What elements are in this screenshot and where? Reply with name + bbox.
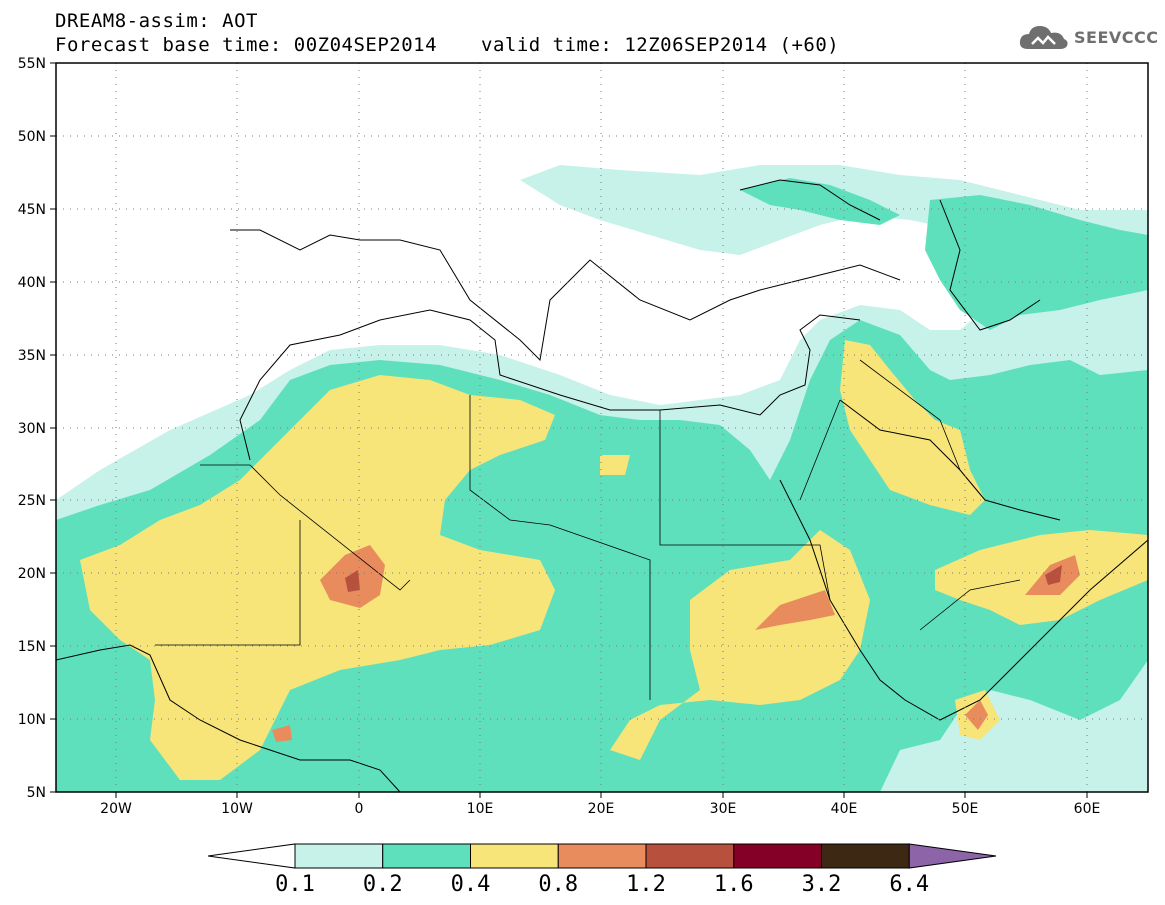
- borders: [155, 359, 1021, 700]
- lat-label: 50N: [18, 129, 46, 145]
- lon-label: 60E: [1074, 801, 1101, 817]
- aot-level-0.8: [965, 700, 988, 730]
- graticule: [56, 63, 1148, 792]
- aot-fields: [56, 165, 1148, 792]
- lat-label: 35N: [18, 348, 46, 364]
- latitude-labels: 55N 50N 45N 40N 35N 30N 25N 20N 15N 10N …: [18, 56, 46, 801]
- lon-label: 30E: [710, 801, 737, 817]
- aot-level-1.2: [1045, 565, 1062, 585]
- aot-level-0.8: [755, 590, 835, 630]
- coastlines: [56, 179, 1148, 792]
- lat-label: 15N: [18, 639, 46, 655]
- lon-label: 10W: [221, 801, 253, 817]
- aot-level-0.2: [740, 178, 900, 225]
- lat-label: 5N: [27, 785, 46, 801]
- axis-ticks: [50, 62, 1088, 798]
- time-info: Forecast base time: 00Z04SEP2014 valid ti…: [55, 34, 839, 56]
- lat-label: 45N: [18, 202, 46, 218]
- lon-label: 20E: [588, 801, 615, 817]
- lon-label: 20W: [100, 801, 132, 817]
- lat-label: 55N: [18, 56, 46, 72]
- seevccc-logo: SEEVCCC: [1018, 22, 1158, 56]
- aot-level-0.4: [840, 340, 985, 515]
- aot-level-0.4: [610, 530, 870, 760]
- logo-text: SEEVCCC: [1074, 28, 1159, 47]
- aot-level-0.4: [80, 375, 555, 780]
- cloud-icon: [1019, 26, 1068, 49]
- lat-label: 25N: [18, 493, 46, 509]
- lon-label: 10E: [467, 801, 494, 817]
- lat-label: 20N: [18, 566, 46, 582]
- lat-label: 40N: [18, 275, 46, 291]
- forecast-base-time: Forecast base time: 00Z04SEP2014: [55, 34, 438, 56]
- aot-level-0.2: [925, 195, 1148, 330]
- valid-time: valid time: 12Z06SEP2014 (+60): [481, 34, 840, 56]
- map-title: DREAM8-assim: AOT: [55, 10, 258, 32]
- aot-level-0.4: [600, 455, 630, 475]
- lat-label: 10N: [18, 712, 46, 728]
- lat-label: 30N: [18, 421, 46, 437]
- aot-level-1.2: [345, 570, 360, 592]
- lon-label: 40E: [831, 801, 858, 817]
- aot-level-0.8: [272, 725, 292, 742]
- longitude-labels: 20W 10W 0 10E 20E 30E 40E 50E 60E: [100, 801, 1100, 817]
- lon-label: 50E: [952, 801, 979, 817]
- lon-label: 0: [355, 801, 364, 817]
